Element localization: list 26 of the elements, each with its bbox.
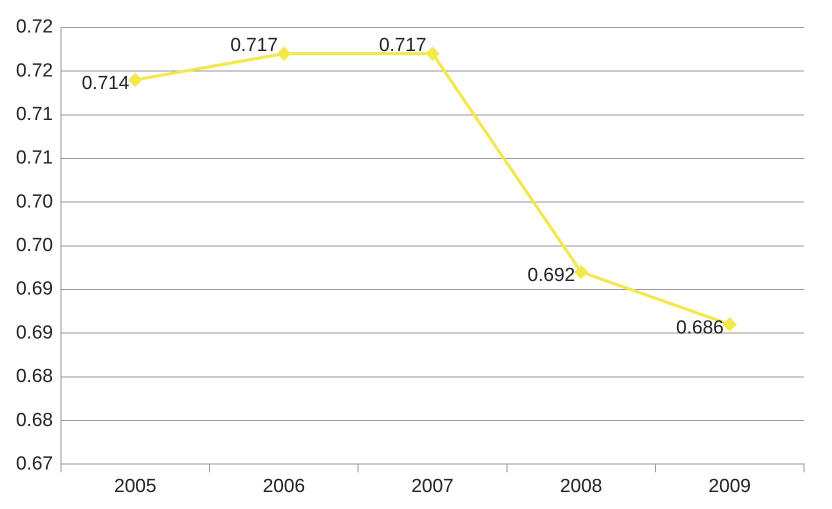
y-tick-label: 0.68 — [16, 366, 53, 388]
point — [723, 318, 736, 331]
x-tick-label: 2009 — [708, 476, 751, 497]
y-tick-label: 0.67 — [16, 453, 53, 474]
y-tick-label: 0.69 — [16, 278, 53, 300]
data-label: 0.692 — [528, 265, 576, 286]
y-tick-label: 0.72 — [16, 16, 53, 38]
point — [574, 266, 588, 279]
x-tick-label: 2008 — [560, 476, 602, 497]
data-label: 0.717 — [230, 34, 278, 56]
point — [426, 47, 439, 60]
x-tick-label: 2006 — [262, 476, 306, 497]
point — [128, 73, 142, 86]
y-tick-label: 0.71 — [16, 148, 53, 169]
y-tick-label: 0.69 — [16, 322, 53, 344]
x-tick-label: 2007 — [411, 476, 454, 497]
data-label: 0.714 — [82, 73, 130, 94]
data-label: 0.686 — [676, 318, 724, 339]
y-tick-label: 0.72 — [16, 60, 53, 82]
point — [277, 47, 290, 60]
y-tick-label: 0.68 — [16, 410, 53, 431]
data-label: 0.717 — [378, 34, 426, 56]
y-tick-label: 0.71 — [16, 104, 53, 125]
x-tick-label: 2005 — [114, 476, 156, 497]
y-tick-label: 0.70 — [16, 191, 53, 212]
y-tick-label: 0.70 — [16, 235, 53, 256]
